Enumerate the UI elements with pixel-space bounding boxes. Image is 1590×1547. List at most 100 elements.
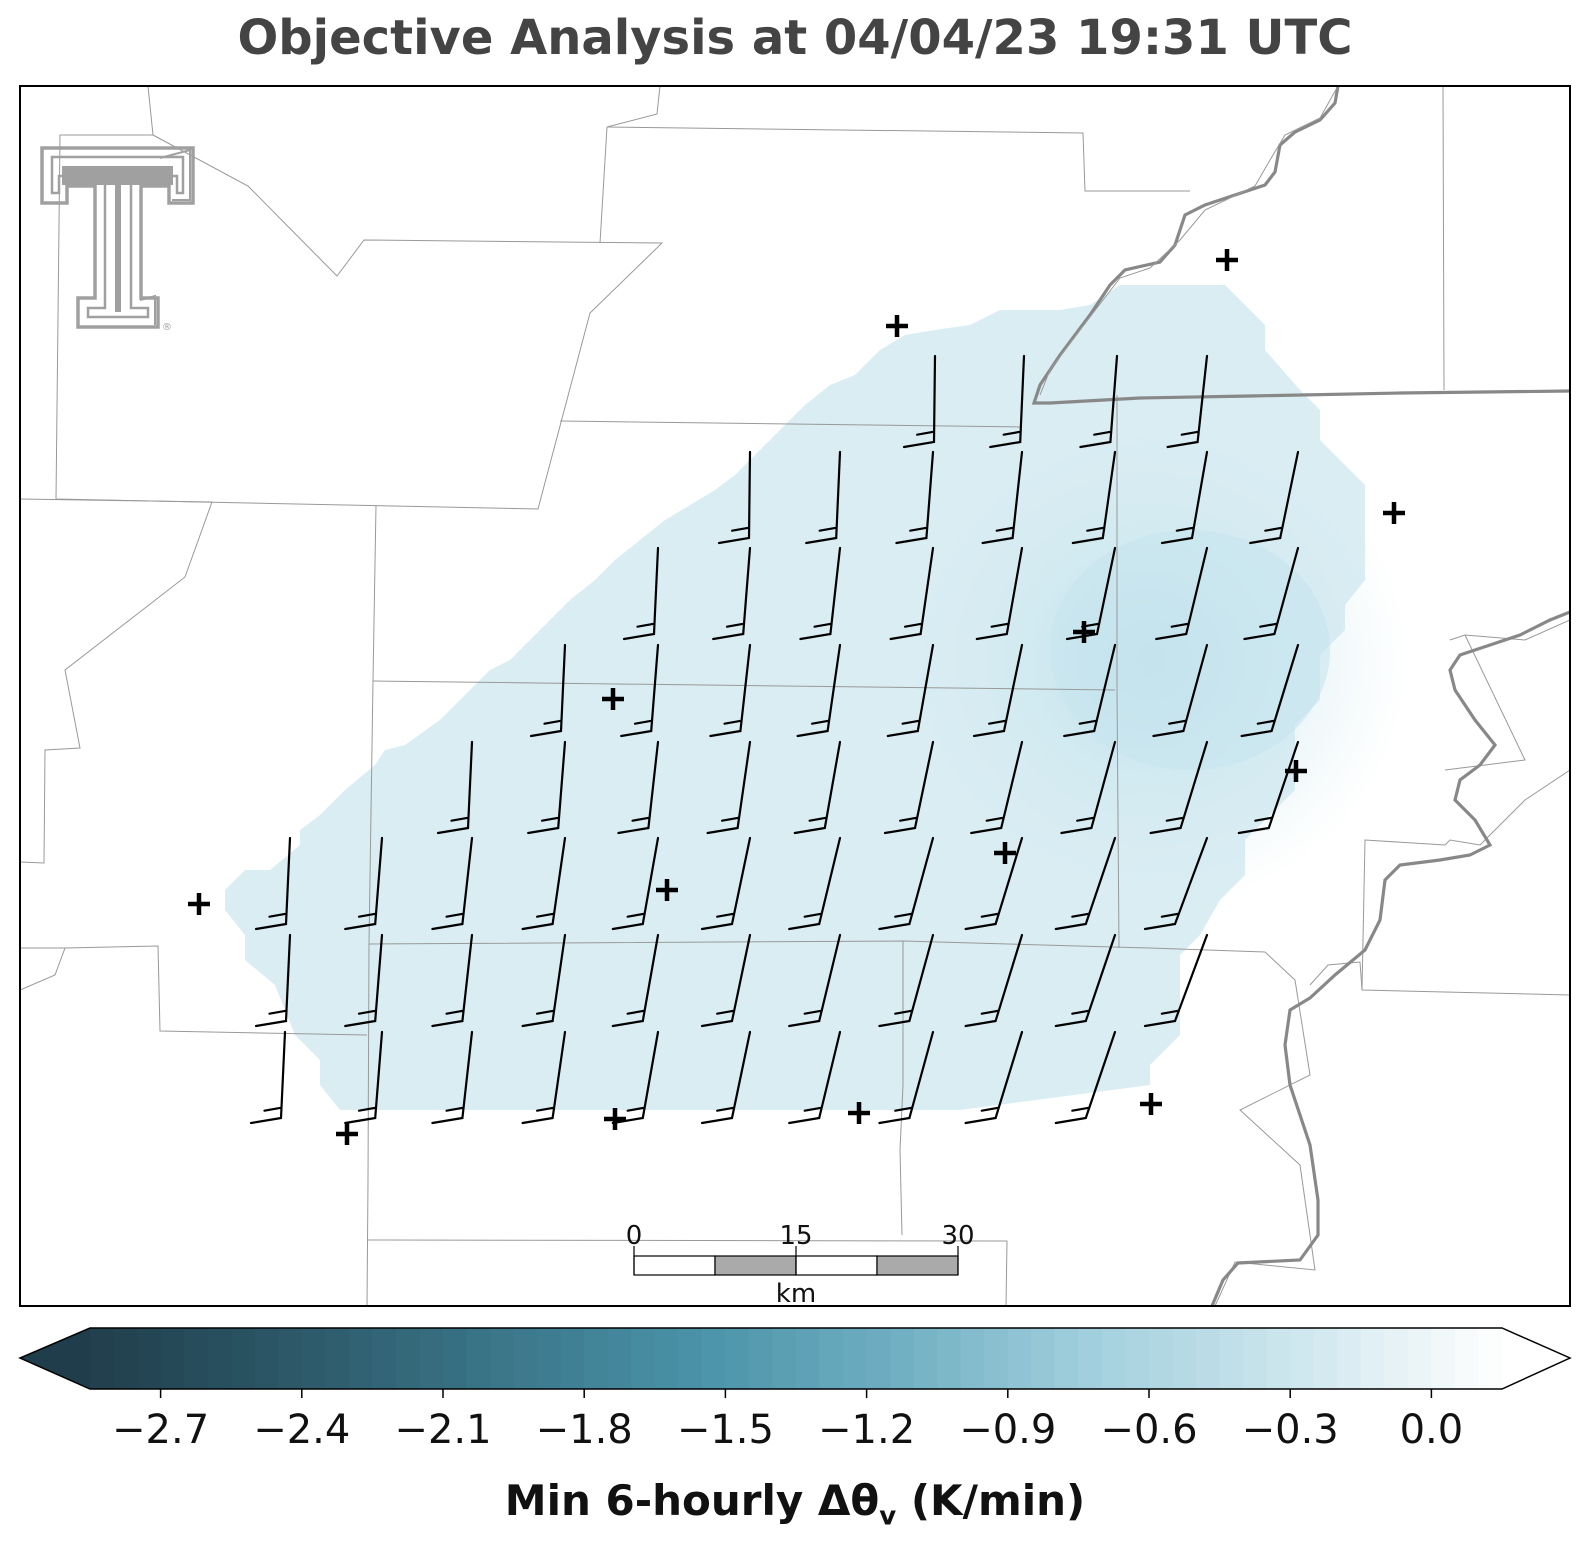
wind-barb	[902, 354, 937, 449]
wind-barb	[793, 740, 842, 835]
wind-barb	[617, 740, 660, 835]
wind-barb	[709, 643, 752, 738]
colorbar-tick-label: −0.9	[959, 1407, 1056, 1453]
scale-label-30: 30	[941, 1221, 974, 1251]
wind-barb	[1143, 933, 1209, 1028]
wind-barb	[431, 933, 474, 1028]
wind-barb	[1149, 740, 1209, 835]
colorbar-label-unit: (K/min)	[910, 1476, 1086, 1525]
wind-barb	[1166, 354, 1209, 449]
wind-barb	[527, 740, 567, 835]
station-plus-icon	[1073, 621, 1095, 643]
colorbar-block	[207, 1328, 232, 1389]
wind-barb	[964, 933, 1024, 1028]
wind-barb	[344, 836, 384, 931]
scale-seg-2	[714, 1255, 797, 1276]
wind-barb	[529, 643, 567, 738]
colorbar-block	[984, 1328, 1009, 1389]
wind-barbs	[249, 354, 1300, 1125]
colorbar-block	[1101, 1328, 1127, 1389]
colorbar-block	[395, 1328, 421, 1389]
wind-barb	[344, 1030, 384, 1125]
colorbar-block	[254, 1328, 279, 1389]
colorbar-block	[654, 1328, 679, 1389]
wind-barb	[436, 740, 474, 835]
colorbar-block	[890, 1328, 915, 1389]
wind-barb	[796, 643, 842, 738]
scale-bar: 0 15 30 km	[626, 1221, 975, 1309]
colorbar-block	[1007, 1328, 1032, 1389]
colorbar-block	[1431, 1328, 1456, 1389]
wind-barb	[700, 836, 752, 931]
colorbar-block	[560, 1328, 585, 1389]
colorbar-block	[325, 1328, 350, 1389]
colorbar-block	[960, 1328, 985, 1389]
rivers	[1031, 86, 1570, 1306]
wind-barb	[799, 546, 842, 641]
colorbar-block	[466, 1328, 491, 1389]
wind-barb	[805, 450, 842, 545]
scale-seg-1	[633, 1255, 716, 1276]
colorbar-block	[1360, 1328, 1385, 1389]
colorbar-block	[443, 1328, 468, 1389]
station-plus-icon	[1140, 1093, 1162, 1115]
wind-barb	[700, 933, 752, 1028]
wind-barb	[889, 546, 935, 641]
wind-barb	[620, 643, 660, 738]
colorbar-label-sub: v	[879, 1501, 897, 1532]
wind-barb	[1152, 643, 1209, 738]
colorbar-block	[1478, 1328, 1503, 1389]
map-panel[interactable]	[20, 86, 1570, 1306]
station-plus-icon	[188, 893, 210, 915]
scale-unit: km	[776, 1279, 816, 1309]
colorbar-block	[937, 1328, 962, 1389]
colorbar-block	[1172, 1328, 1197, 1389]
colorbar-block	[1031, 1328, 1056, 1389]
colorbar-block	[866, 1328, 891, 1389]
station-plus-icon	[1285, 760, 1307, 782]
wind-barb	[431, 1030, 474, 1125]
colorbar-block	[701, 1328, 726, 1389]
wind-barb	[964, 1030, 1024, 1125]
colorbar-block	[1125, 1328, 1150, 1389]
colorbar-block	[1313, 1328, 1338, 1389]
colorbar-block	[607, 1328, 632, 1389]
wind-barb	[788, 836, 842, 931]
colorbar-block	[1454, 1328, 1480, 1389]
wind-barb	[1054, 1030, 1117, 1125]
colorbar-block	[1266, 1328, 1291, 1389]
colorbar-block	[748, 1328, 774, 1389]
colorbar-block	[1290, 1328, 1315, 1389]
wind-barb	[895, 450, 935, 545]
station-plus-icon	[848, 1102, 870, 1124]
station-plus-icon	[336, 1123, 358, 1145]
wind-barb	[883, 740, 935, 835]
colorbar-block	[678, 1328, 703, 1389]
colorbar-block	[1078, 1328, 1103, 1389]
colorbar-tick-label: −2.4	[253, 1407, 350, 1453]
map-frame	[19, 85, 1571, 1307]
colorbar-block	[725, 1328, 750, 1389]
colorbar-block	[301, 1328, 326, 1389]
colorbar-label: Min 6-hourly Δθv (K/min)	[0, 1476, 1590, 1531]
wind-barb	[878, 1030, 935, 1125]
wind-barb	[975, 546, 1024, 641]
wind-barb	[717, 450, 752, 545]
colorbar-tick-label: 0.0	[1400, 1407, 1464, 1453]
colorbar-tick-label: −0.3	[1242, 1407, 1339, 1453]
colorbar-block	[113, 1328, 138, 1389]
wind-barb	[254, 836, 292, 931]
colorbar-block	[843, 1328, 868, 1389]
colorbar-block	[1337, 1328, 1362, 1389]
colorbar-label-main: Min 6-hourly Δθ	[504, 1476, 880, 1525]
wind-barb	[1143, 836, 1209, 931]
colorbar-block	[537, 1328, 562, 1389]
wind-barb	[254, 933, 292, 1028]
station-plus-icon	[1383, 502, 1405, 524]
wind-barb	[431, 836, 474, 931]
wind-barb	[712, 546, 752, 641]
colorbar-block	[278, 1328, 303, 1389]
colorbar-ticks: −2.7 −2.4 −2.1 −1.8 −1.5 −1.2 −0.9 −0.6 −0.3 0.0	[112, 1389, 1463, 1453]
wind-barb	[611, 1030, 660, 1125]
wind-barb	[878, 933, 935, 1028]
